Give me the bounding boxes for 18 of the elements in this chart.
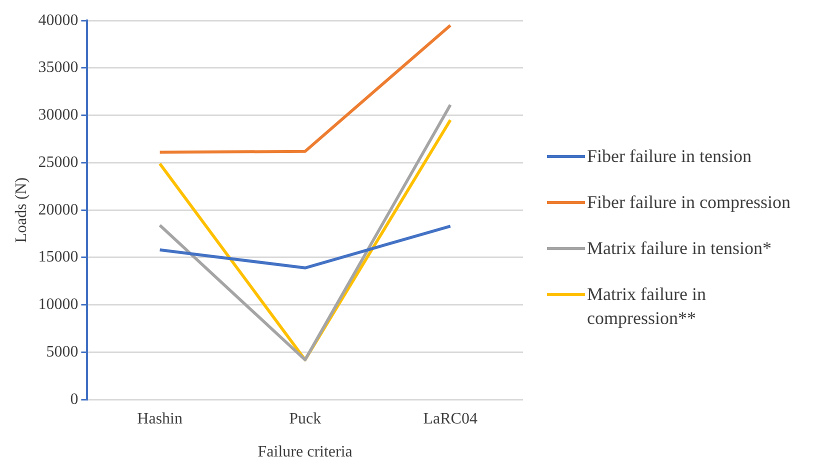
legend-label: Fiber failure in tension: [587, 145, 752, 168]
y-tick-label: 30000: [38, 106, 78, 124]
x-axis-title: Failure criteria: [258, 444, 352, 461]
legend-label: Matrix failure in compression**: [587, 283, 707, 330]
y-tick-label: 5000: [46, 343, 78, 360]
x-tick-label: LaRC04: [423, 410, 478, 428]
y-tick-label: 10000: [38, 296, 78, 314]
y-axis-title: Loads (N): [12, 177, 30, 243]
y-tick-label: 25000: [38, 154, 78, 171]
x-tick-label: Hashin: [137, 410, 182, 428]
x-tick-label: Puck: [289, 410, 322, 428]
y-tick-label: 15000: [38, 248, 78, 266]
y-tick-label: 40000: [38, 12, 78, 29]
y-tick-label: 0: [70, 390, 78, 408]
y-tick-label: 20000: [38, 201, 78, 218]
legend-label: Matrix failure in tension*: [587, 237, 772, 260]
legend-label: Fiber failure in compression: [587, 191, 792, 214]
y-tick-label: 35000: [38, 59, 78, 76]
